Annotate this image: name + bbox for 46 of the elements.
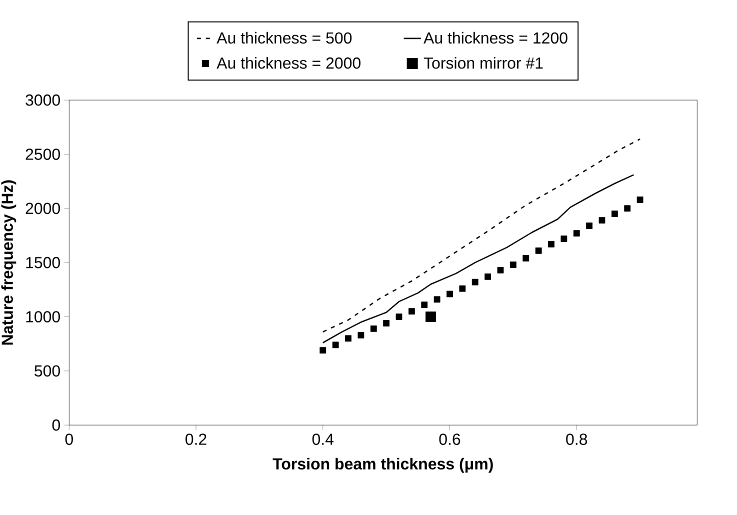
x-tick-label: 0.4 <box>312 434 334 445</box>
y-tick-label: 1000 <box>26 311 60 322</box>
point <box>510 262 516 268</box>
point <box>332 342 339 348</box>
point <box>434 296 440 303</box>
point <box>560 236 568 242</box>
point <box>611 210 618 218</box>
x-tick-label: 0 <box>65 434 73 445</box>
point <box>522 255 530 262</box>
point <box>624 205 631 212</box>
y-axis-title: Nature frequency (Hz) <box>1 180 16 345</box>
legend-label: Au thickness = 2000 <box>216 56 360 69</box>
point <box>548 240 554 248</box>
point <box>446 290 453 298</box>
x-tick-label: 0.6 <box>439 434 460 445</box>
point <box>320 347 326 354</box>
point <box>426 312 436 322</box>
y-tick-label: 2500 <box>26 148 60 160</box>
point <box>358 332 364 338</box>
point <box>535 247 542 254</box>
x-axis-title: Torsion beam thickness (μm) <box>272 458 493 473</box>
y-tick-label: 0 <box>52 419 60 431</box>
point <box>345 335 352 342</box>
point <box>586 222 593 229</box>
point <box>421 302 428 308</box>
legend-label: Au thickness = 500 <box>216 32 352 44</box>
point <box>484 273 492 280</box>
point <box>573 230 580 237</box>
point <box>370 325 377 332</box>
point <box>459 285 466 292</box>
point <box>497 266 504 274</box>
legend-label: Au thickness = 1200 <box>424 32 568 44</box>
y-tick-label: 1500 <box>26 256 60 268</box>
point <box>383 320 390 326</box>
point <box>396 314 402 320</box>
y-tick-label: 500 <box>34 365 60 377</box>
point <box>472 278 478 286</box>
y-tick-label: 3000 <box>26 94 60 106</box>
legend-label: Torsion mirror #1 <box>424 56 543 69</box>
line-series <box>322 174 634 344</box>
point <box>598 217 606 224</box>
point <box>408 308 415 315</box>
x-tick-label: 0.2 <box>186 434 206 445</box>
y-tick-label: 2000 <box>26 202 60 214</box>
point <box>636 196 644 203</box>
x-tick-label: 0.8 <box>566 434 588 445</box>
